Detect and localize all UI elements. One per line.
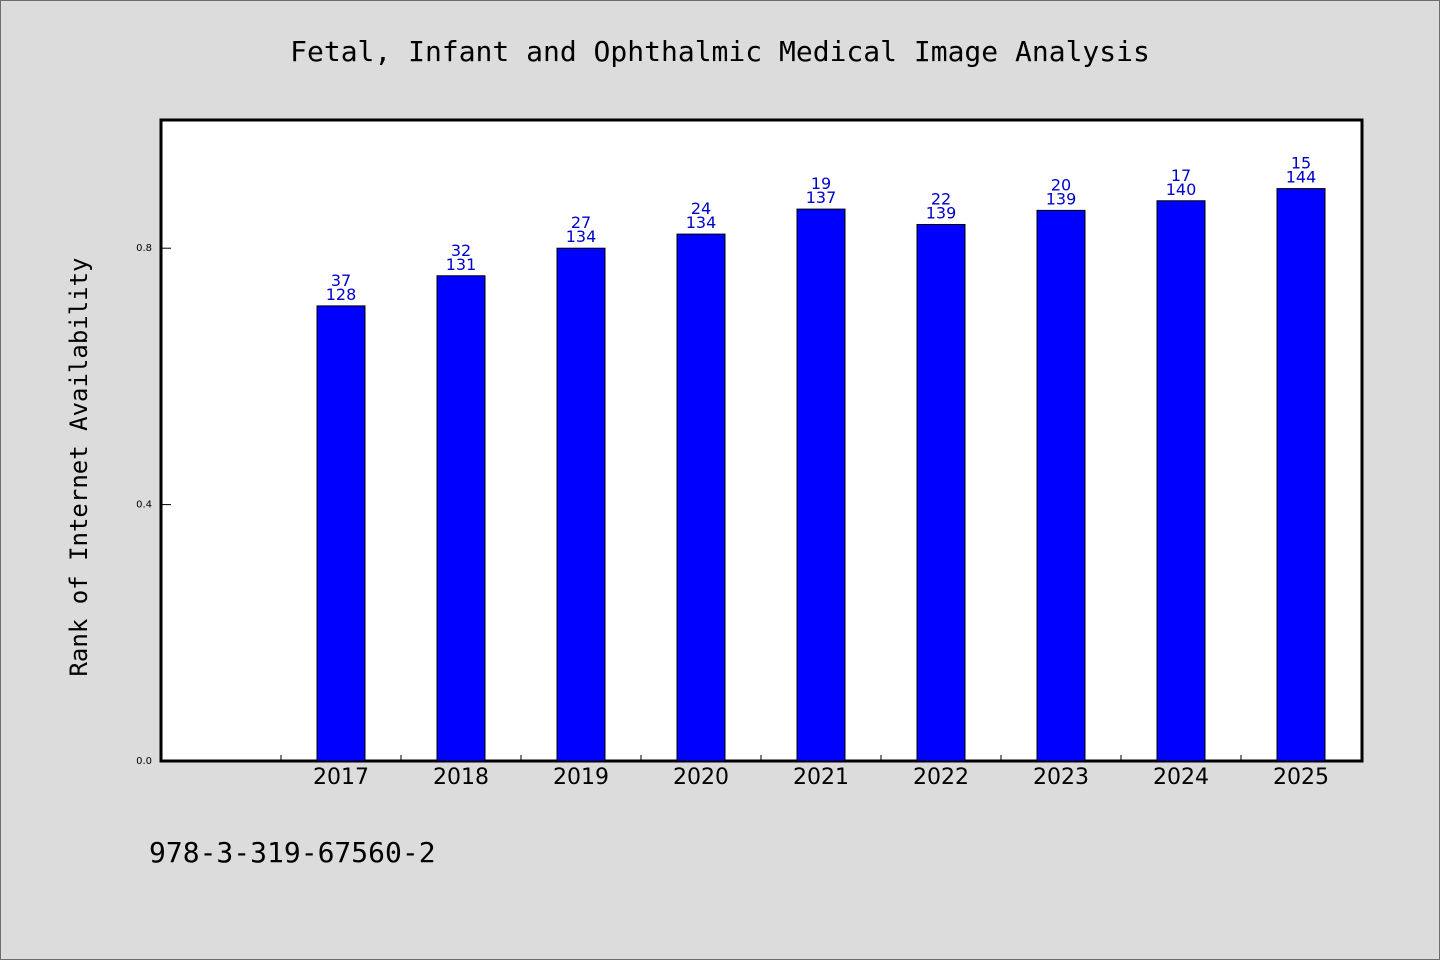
bar-2020 [676,233,726,762]
axis-layer: 2017 2018 2019 2020 2021 2022 2023 2024 2025 0.0 0… [136,243,1329,790]
bar-label-bottom-2023: 139 [1046,189,1077,208]
x-tick-label-2021: 2021 [793,765,849,790]
x-tick-label-2020: 2020 [673,765,729,790]
chart-title: Fetal, Infant and Ophthalmic Medical Ima… [290,35,1150,68]
x-tick-label-2022: 2022 [913,765,969,790]
bar-2022 [916,223,966,762]
bar-2025 [1276,188,1326,762]
bar-label-top-2023: 20 [1051,175,1071,194]
x-tick-label-2017: 2017 [313,765,369,790]
isbn-text: 978-3-319-67560-2 [149,836,436,869]
y-tick-label-0.8: 0.8 [136,243,152,254]
bar-label-bottom-2017: 128 [326,285,357,304]
x-tick-label-2019: 2019 [553,765,609,790]
bar-label-top-2024: 17 [1171,166,1191,185]
bar-label-top-2020: 24 [691,199,711,218]
bar-label-top-2025: 15 [1291,154,1311,173]
bar-label-top-2021: 19 [811,174,831,193]
x-tick-label-2025: 2025 [1273,765,1329,790]
y-tick-label-0.0: 0.0 [136,756,152,767]
bar-label-top-2018: 32 [451,241,471,260]
bar-label-top-2022: 22 [931,189,951,208]
bar-2018 [436,275,486,762]
x-tick-label-2018: 2018 [433,765,489,790]
y-tick-label-0.4: 0.4 [136,500,152,511]
bar-label-top-2017: 37 [331,271,351,290]
bar-label-bottom-2022: 139 [926,203,957,222]
x-tick-label-2023: 2023 [1033,765,1089,790]
bar-label-bottom-2024: 140 [1166,180,1197,199]
bar-2024 [1156,200,1206,762]
bar-2017 [316,305,366,762]
bar-2023 [1036,209,1086,762]
bar-label-top-2019: 27 [571,213,591,232]
bar-2021 [796,208,846,762]
x-tick-label-2024: 2024 [1153,765,1209,790]
bar-label-bottom-2018: 131 [446,255,477,274]
bar-label-bottom-2021: 137 [806,188,837,207]
bars-layer [316,188,1326,762]
bar-label-bottom-2020: 134 [686,213,717,232]
bar-label-bottom-2019: 134 [566,227,597,246]
bar-label-bottom-2025: 144 [1286,168,1317,187]
bar-2019 [556,247,606,762]
